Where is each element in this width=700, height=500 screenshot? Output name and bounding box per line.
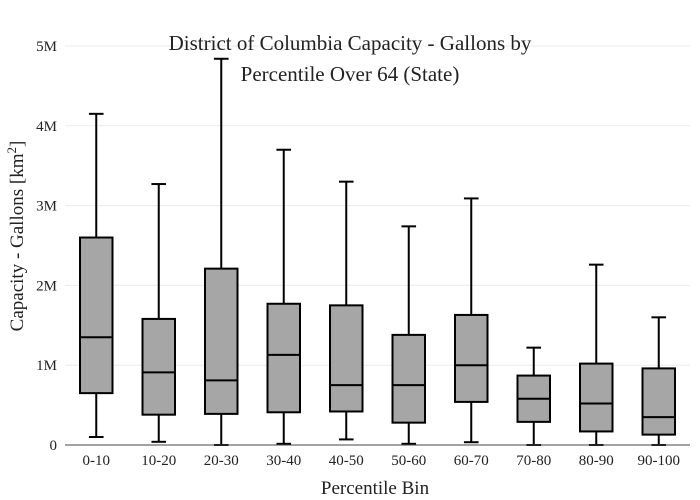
iqr-box xyxy=(266,302,301,414)
box-50-60 xyxy=(391,225,426,445)
x-axis-label: Percentile Bin xyxy=(321,478,430,499)
box-90-100 xyxy=(641,316,676,446)
x-tick-label: 80-90 xyxy=(579,453,614,469)
box-20-30 xyxy=(204,57,239,446)
y-tick-label: 0 xyxy=(50,438,58,454)
iqr-box xyxy=(204,267,239,415)
x-tick-label: 60-70 xyxy=(454,453,489,469)
iqr-box xyxy=(579,362,614,433)
x-tick-label: 30-40 xyxy=(266,453,301,469)
iqr-box xyxy=(454,313,489,403)
y-tick-label: 4M xyxy=(36,119,57,135)
box-30-40 xyxy=(266,148,301,445)
box-0-10 xyxy=(79,112,114,439)
iqr-box xyxy=(79,236,114,395)
iqr-box xyxy=(141,317,176,416)
axes: 0 1M 2M 3M 4M 5M 0-10 10-20 20-30 30-40 40-50 50-60… xyxy=(36,39,690,469)
x-tick-label: 0-10 xyxy=(83,453,111,469)
y-tick-label: 2M xyxy=(36,278,57,294)
box-80-90 xyxy=(579,263,614,446)
x-tick-label: 50-60 xyxy=(391,453,426,469)
box-60-70 xyxy=(454,197,489,444)
iqr-box xyxy=(641,367,676,436)
x-tick-label: 10-20 xyxy=(141,453,176,469)
chart-title-line-1: District of Columbia Capacity - Gallons … xyxy=(169,31,532,55)
x-tick-label: 40-50 xyxy=(329,453,364,469)
chart-title-line-2: Percentile Over 64 (State) xyxy=(241,62,460,86)
x-tick-label: 90-100 xyxy=(638,453,681,469)
iqr-box xyxy=(329,304,364,413)
y-axis-label-main: Capacity - Gallons [km xyxy=(7,153,28,331)
box-40-50 xyxy=(329,180,364,441)
y-axis-label-end: ] xyxy=(7,141,28,147)
boxes xyxy=(79,57,676,446)
y-tick-label: 3M xyxy=(36,199,57,215)
y-axis-label-superscript: 2 xyxy=(4,147,19,154)
y-tick-label: 1M xyxy=(36,358,57,374)
x-tick-label: 70-80 xyxy=(516,453,551,469)
x-tick-label: 20-30 xyxy=(204,453,239,469)
y-axis-label: Capacity - Gallons [km2] xyxy=(4,141,28,332)
y-tick-label: 5M xyxy=(36,39,57,55)
iqr-box xyxy=(391,333,426,424)
box-70-80 xyxy=(516,346,551,446)
box-10-20 xyxy=(141,183,176,443)
